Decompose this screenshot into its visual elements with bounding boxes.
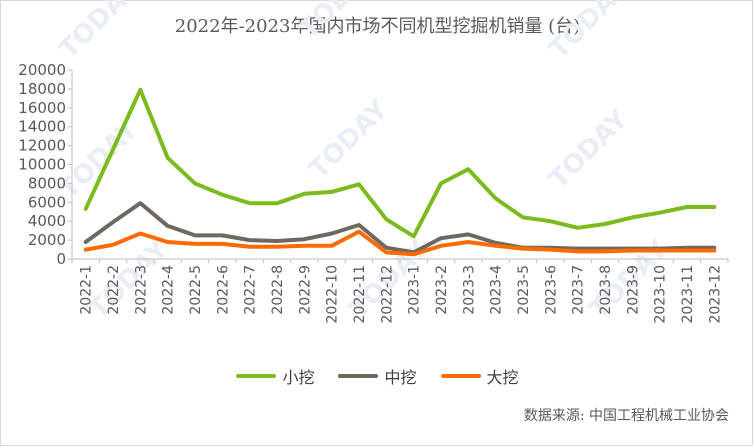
x-tick-label: 2022-4: [161, 265, 177, 315]
series-line-1: [83, 201, 717, 255]
x-tick-label: 2023-9: [625, 265, 641, 315]
y-tick-label: 12000: [18, 137, 66, 155]
legend-item-small: 小挖: [236, 364, 314, 388]
legend-label-large: 大挖: [486, 368, 519, 387]
x-tick-label: 2022-2: [106, 265, 122, 315]
legend-label-small: 小挖: [282, 368, 315, 387]
x-tick-label: 2023-10: [653, 265, 669, 324]
x-tick-label: 2023-5: [516, 265, 532, 315]
x-tick-label: 2023-7: [571, 265, 587, 315]
x-tick-label: 2023-11: [680, 265, 696, 324]
watermark-text: TODAY: [54, 114, 145, 205]
x-tick-label: 2023-12: [707, 265, 723, 324]
x-tick-label: 2022-9: [297, 265, 313, 315]
y-tick-label: 18000: [18, 80, 66, 98]
x-tick-label: 2023-6: [543, 265, 559, 315]
x-tick-label: 2022-3: [133, 265, 149, 315]
x-tick-label: 2022-10: [325, 265, 341, 324]
y-tick-label: 20000: [18, 61, 66, 79]
y-tick-label: 14000: [18, 118, 66, 136]
watermark-text: TODAY: [304, 94, 395, 185]
x-tick-label: 2023-1: [407, 265, 423, 315]
x-tick-label: 2023-8: [598, 265, 614, 315]
series-line-2: [83, 229, 717, 257]
legend-label-medium: 中挖: [384, 368, 417, 387]
watermark-text: TODAY: [544, 0, 635, 65]
series-line-0: [83, 87, 717, 239]
legend-swatch-small: [236, 374, 277, 378]
watermark-text: TODAY: [544, 104, 635, 195]
x-tick-label: 2022-5: [188, 265, 204, 315]
x-tick-label: 2022-1: [79, 265, 95, 315]
x-tick-label: 2023-3: [461, 265, 477, 315]
y-tick-label: 0: [56, 250, 66, 268]
chart-title: 2022年-2023年国内市场不同机型挖掘机销量 (台): [174, 16, 581, 37]
legend: 小挖 中挖 大挖: [0, 364, 755, 388]
x-tick-label: 2023-2: [434, 265, 450, 315]
watermark-text: TODAY: [54, 0, 145, 65]
x-tick-label: 2022-8: [270, 265, 286, 315]
y-tick-label: 16000: [18, 99, 66, 117]
x-tick-label: 2022-11: [352, 265, 368, 324]
y-tick-label: 2000: [28, 231, 66, 249]
watermark-text: TODAY: [294, 0, 385, 45]
legend-item-medium: 中挖: [338, 364, 417, 388]
x-tick-label: 2022-12: [379, 265, 395, 324]
legend-item-large: 大挖: [440, 364, 519, 388]
y-tick-label: 6000: [28, 193, 66, 211]
x-tick-label: 2023-4: [489, 265, 505, 315]
y-tick-label: 8000: [28, 174, 66, 192]
source-note: 数据来源: 中国工程机械工业协会: [523, 408, 729, 424]
x-tick-label: 2022-6: [215, 265, 231, 315]
y-tick-label: 10000: [18, 156, 66, 174]
y-tick-label: 4000: [28, 212, 66, 230]
legend-swatch-large: [440, 374, 481, 378]
x-tick-label: 2022-7: [243, 265, 259, 315]
legend-swatch-medium: [338, 374, 379, 378]
